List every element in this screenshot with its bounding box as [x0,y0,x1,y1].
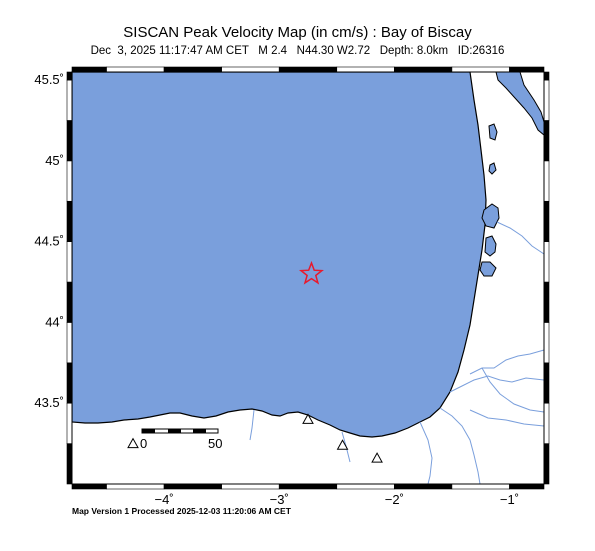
frame-segment-left [66,241,73,283]
frame-segment-left [66,71,73,81]
lat-tick-label: 43.5˚ [34,395,64,410]
map-title: SISCAN Peak Velocity Map (in cm/s) : Bay… [123,24,472,41]
frame-segment-bottom [221,483,280,490]
frame-segment-left [66,322,73,364]
sea-area [71,71,487,438]
lake-south [479,261,497,277]
frame-segment-top [394,66,453,73]
frame-segment-left [66,79,73,121]
frame-segment-top [278,66,338,73]
processing-footer: Map Version 1 Processed 2025-12-03 11:20… [72,506,291,516]
frame-segment-top [451,66,510,73]
frame-segment-left [66,402,73,444]
frame-segment-right [543,443,550,485]
frame-segment-left [66,443,73,485]
frame-segment-top [106,66,165,73]
frame-segment-top [71,66,107,73]
frame-segment-right [543,71,550,81]
gironde-estuary [495,71,545,137]
frame-segment-right [543,120,550,162]
lake-hourtin [488,123,498,141]
frame-segment-top [336,66,395,73]
rivers [249,221,545,485]
station-marker [336,439,349,450]
seismic-stations [127,413,383,463]
station-marker [302,413,314,424]
frame-segment-right [543,200,550,242]
frame-segment-bottom [451,483,510,490]
map-border [71,71,545,485]
lat-tick-label: 44.5˚ [34,234,64,249]
scale-bar: 0 50 [140,428,222,451]
frame-segment-right [543,241,550,283]
lake-north [484,235,497,257]
frame-segment-bottom [106,483,165,490]
frame-segment-right [543,79,550,121]
lat-tick-label: 44˚ [45,314,64,329]
frame-segment-bottom [278,483,338,490]
epicenter-star [298,260,324,285]
frame-segment-right [543,160,550,202]
frame-segment-bottom [71,483,107,490]
frame-segment-top [163,66,222,73]
frame-segment-top [509,66,545,73]
frame-segment-right [543,281,550,323]
lon-tick-label: −2˚ [385,492,404,507]
frame-segment-left [66,120,73,162]
station-marker [127,437,139,449]
event-info: Dec 3, 2025 11:17:47 AM CET M 2.4 N44.30… [90,45,505,57]
frame-segment-top [221,66,280,73]
scale-label-0: 0 [140,436,147,451]
frame-segment-left [66,160,73,202]
frame-segment-bottom [509,483,545,490]
frame-segment-left [66,281,73,323]
frame-segment-right [543,362,550,404]
lon-tick-label: −3˚ [270,492,289,507]
tick-labels: 45.5˚ 45˚ 44.5˚ 44˚ 43.5˚ −4˚ −3˚ −2˚ −1˚ [34,72,519,507]
scale-label-50: 50 [208,436,222,451]
frame-segment-bottom [336,483,395,490]
frame-segment-bottom [394,483,453,490]
frame-segment-bottom [163,483,222,490]
lat-tick-label: 45˚ [45,153,64,168]
frame-segment-left [66,200,73,242]
map-frame [66,66,550,490]
lon-tick-label: −1˚ [500,492,519,507]
lat-tick-label: 45.5˚ [34,72,64,87]
lon-tick-label: −4˚ [155,492,174,507]
lake-small [488,162,497,175]
station-marker [371,452,383,463]
frame-segment-right [543,322,550,364]
frame-segment-left [66,362,73,404]
frame-segment-right [543,402,550,444]
lagoon [481,203,500,229]
